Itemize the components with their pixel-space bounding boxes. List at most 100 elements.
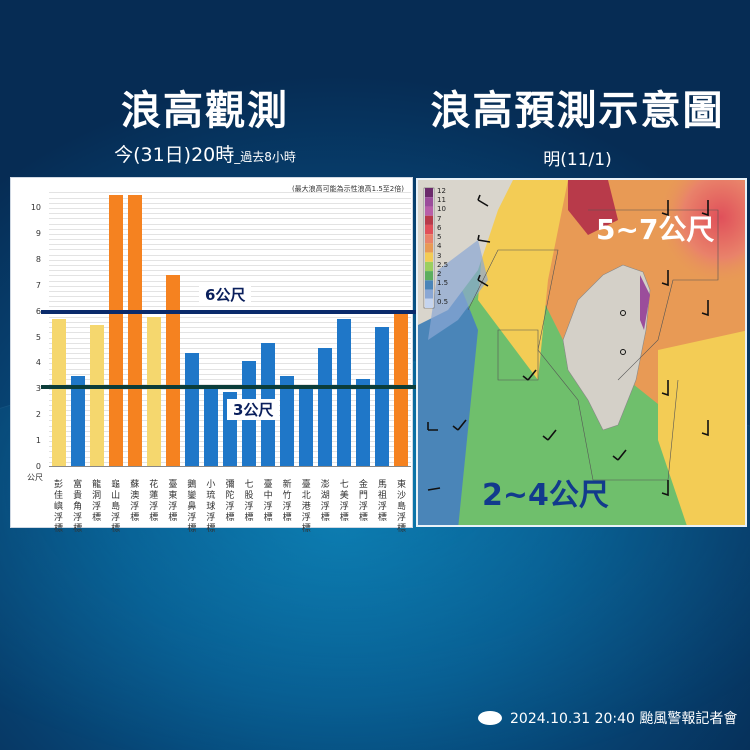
grid-line: [49, 347, 411, 349]
grid-line: [49, 378, 411, 380]
bar: [165, 275, 180, 467]
grid-line: [49, 275, 411, 277]
grid-line: [49, 259, 411, 261]
grid-line: [49, 249, 411, 251]
grid-line: [49, 358, 411, 360]
y-tick-label: 0: [35, 462, 41, 471]
grid-line: [49, 384, 411, 386]
reference-line: [41, 384, 423, 389]
x-tick-label: 龍洞浮標: [92, 480, 102, 523]
grid-line: [49, 223, 411, 225]
grid-line: [49, 218, 411, 220]
bar: [146, 316, 161, 467]
y-axis-unit: 公尺: [27, 473, 43, 482]
grid-line: [49, 197, 411, 199]
bar: [184, 353, 199, 467]
y-tick-label: 7: [35, 280, 41, 290]
x-tick-label: 臺中浮標: [263, 480, 273, 523]
grid-line: [49, 363, 411, 365]
grid-line: [49, 316, 411, 318]
south-wave-label: 2~4公尺: [482, 478, 609, 513]
legend-value: 11: [437, 196, 446, 205]
grid-line: [49, 368, 411, 370]
footer: 2024.10.31 20:40 颱風警報記者會: [478, 708, 737, 728]
legend-value: 0.5: [437, 297, 449, 306]
forecast-title: 浪高預測示意圖: [430, 88, 725, 134]
grid-line: [49, 233, 411, 235]
y-tick-label: 8: [35, 254, 41, 264]
legend-value: 7: [437, 214, 442, 223]
forecast-map-graphic: [418, 180, 745, 525]
grid-line: [49, 244, 411, 246]
legend-value: 3: [437, 251, 442, 260]
x-tick-label: 彭佳嶼浮標: [54, 480, 64, 534]
x-tick-label: 富貴角浮標: [73, 480, 83, 534]
legend-value: 1.5: [437, 279, 449, 288]
legend-value: 12: [437, 187, 446, 195]
bar: [70, 376, 85, 467]
x-tick-label: 小琉球浮標: [206, 480, 216, 534]
bar: [299, 386, 314, 467]
observation-subtitle: 今(31日)20時_過去8小時: [0, 140, 410, 167]
grid-line: [49, 239, 411, 241]
grid-line: [49, 192, 411, 194]
grid-line: [49, 306, 411, 308]
grid-line: [49, 342, 411, 344]
x-tick-label: 鵝鑾鼻浮標: [187, 480, 197, 534]
wave-forecast-map: 5~7公尺 2~4公尺 12 11 10 7 6 5 4 3 2.5 2 1.5 1 0.5: [416, 178, 747, 527]
footer-text: 2024.10.31 20:40 颱風警報記者會: [510, 711, 738, 727]
x-tick-label: 彌陀浮標: [225, 480, 235, 523]
x-tick-label: 龜山島浮標: [111, 480, 121, 534]
y-tick-label: 4: [35, 358, 41, 368]
x-tick-label: 馬祖浮標: [377, 480, 387, 523]
bar: [337, 319, 352, 467]
plot-area: 0 1 2 3 4 5 6 7 8 9 10 彭佳嶼浮標 富貴角浮標 龍洞浮標 龜山島浮標 蘇澳浮標 花蓮浮標 臺…: [31, 190, 423, 534]
bar: [318, 347, 333, 467]
bar: [108, 195, 123, 467]
grid-line: [49, 254, 411, 256]
legend-value: 10: [437, 205, 446, 214]
bar: [280, 376, 295, 467]
y-tick-label: 9: [35, 228, 41, 238]
grid-line: [49, 337, 411, 339]
observation-title: 浪高觀測: [121, 88, 289, 134]
grid-line: [49, 332, 411, 334]
grid-line: [49, 321, 411, 323]
legend-value: 4: [437, 242, 442, 251]
observation-period: _過去8小時: [234, 150, 296, 164]
grid-line: [49, 202, 411, 204]
x-tick-label: 花蓮浮標: [149, 480, 159, 523]
chart-note: (最大浪高可能為示性浪高1.5至2倍): [291, 185, 404, 193]
legend-value: 1: [437, 288, 442, 297]
grid-line: [49, 270, 411, 272]
reference-line-label: 6公尺: [199, 283, 252, 305]
grid-line: [49, 208, 411, 209]
y-tick-label: 5: [35, 332, 41, 342]
grid-line: [49, 389, 411, 391]
reference-line: [41, 309, 423, 314]
x-tick-label: 臺北港浮標: [301, 480, 311, 534]
legend-value: 2: [437, 270, 442, 279]
grid-line: [49, 213, 411, 215]
x-tick-label: 七美浮標: [339, 480, 349, 523]
grid-line: [49, 373, 411, 375]
legend-value: 6: [437, 223, 442, 232]
y-tick-label: 3: [35, 384, 41, 394]
y-tick-label: 2: [35, 410, 41, 420]
grid-line: [49, 264, 411, 266]
forecast-date: 明(11/1): [543, 150, 612, 170]
reference-line-label: 3公尺: [227, 398, 280, 420]
grid-line: [49, 280, 411, 282]
x-tick-label: 七股浮標: [244, 480, 254, 523]
bar: [51, 319, 66, 467]
x-tick-label: 澎湖浮標: [320, 480, 330, 523]
y-tick-label: 1: [35, 436, 41, 446]
grid-line: [49, 353, 411, 355]
wave-height-bar-chart: (最大浪高可能為示性浪高1.5至2倍) 0 1 2 3 4 5 6 7 8 9 10 彭佳嶼浮標 富貴角…: [10, 177, 423, 534]
observation-time: 今(31日)20時: [114, 144, 235, 166]
x-tick-label: 金門浮標: [358, 480, 368, 523]
y-tick-label: 6: [35, 306, 41, 316]
y-tick-label: 10: [30, 203, 41, 212]
x-tick-label: 蘇澳浮標: [130, 480, 140, 523]
bar: [89, 324, 104, 467]
